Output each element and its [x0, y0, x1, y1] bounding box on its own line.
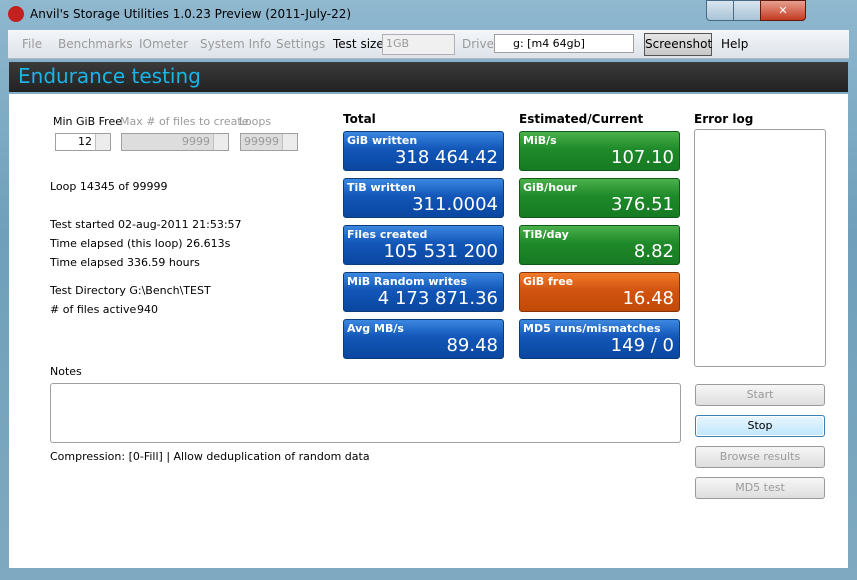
tile-value: 149 / 0 [610, 335, 674, 356]
start-button[interactable]: Start [695, 384, 825, 406]
stat-tile: GiB written 318 464.42 [343, 131, 504, 171]
menu-settings[interactable]: Settings [276, 37, 326, 51]
field-value: 12 [78, 135, 92, 148]
tile-label: GiB written [347, 134, 418, 147]
close-button[interactable]: ✕ [760, 0, 806, 21]
stat-tile: Files created 105 531 200 [343, 225, 504, 265]
notes-label: Notes [50, 365, 82, 378]
field-value: 99999 [244, 135, 279, 148]
tile-value: 8.82 [633, 241, 674, 262]
tile-label: TiB written [347, 181, 416, 194]
stat-tile: MiB/s 107.10 [519, 131, 680, 171]
max-files-input[interactable]: 9999 [121, 133, 229, 151]
tile-label: Files created [347, 228, 428, 241]
stat-tile: MD5 runs/mismatches 149 / 0 [519, 319, 680, 359]
md5-button[interactable]: MD5 test [695, 477, 825, 499]
app-icon [8, 6, 24, 22]
tile-label: GiB/hour [523, 181, 577, 194]
tile-label: GiB free [523, 275, 574, 288]
min-free-input[interactable]: 12 [55, 133, 111, 151]
stop-button[interactable]: Stop [695, 415, 825, 437]
menu-iometer[interactable]: IOmeter [139, 37, 189, 51]
stat-tile: TiB written 311.0004 [343, 178, 504, 218]
column-heading: Total [343, 112, 376, 126]
test-size-select[interactable]: 1GB [382, 34, 455, 55]
maximize-button[interactable] [733, 0, 761, 21]
tile-label: Avg MB/s [347, 322, 404, 335]
screenshot-button[interactable]: Screenshot [644, 33, 712, 56]
stat-tile: MiB Random writes 4 173 871.36 [343, 272, 504, 312]
menu-file[interactable]: File [22, 37, 43, 51]
minimize-button[interactable] [706, 0, 734, 21]
header-title: Endurance testing [18, 64, 201, 88]
browse-button[interactable]: Browse results [695, 446, 825, 468]
info-text: Test started 02-aug-2011 21:53:57 [50, 218, 242, 231]
error-log-heading: Error log [694, 112, 754, 126]
compression-text: Compression: [0-Fill] | Allow deduplicat… [50, 450, 370, 463]
tile-value: 4 173 871.36 [377, 288, 498, 309]
loops-input[interactable]: 99999 [240, 133, 298, 151]
field-label: Min GiB Free [53, 115, 122, 128]
tile-value: 318 464.42 [394, 147, 498, 168]
drive-select[interactable]: g: [m4 64gb] [494, 34, 634, 53]
menu-help[interactable]: Help [721, 37, 749, 51]
info-text: Time elapsed (this loop) 26.613s [50, 237, 231, 250]
tile-label: TiB/day [523, 228, 569, 241]
column-heading: Estimated/Current [519, 112, 644, 126]
tile-value: 107.10 [611, 147, 674, 168]
tile-value: 376.51 [611, 194, 674, 215]
notes-box[interactable] [50, 383, 681, 443]
header-bar [9, 62, 848, 92]
stat-tile: Avg MB/s 89.48 [343, 319, 504, 359]
drive-label: Drive [462, 37, 494, 51]
stat-tile: TiB/day 8.82 [519, 225, 680, 265]
field-label: Max # of files to create [120, 115, 249, 128]
stat-tile: GiB free 16.48 [519, 272, 680, 312]
error-log-box[interactable] [694, 129, 826, 367]
tile-value: 89.48 [446, 335, 498, 356]
tile-label: MiB Random writes [347, 275, 468, 288]
tile-value: 16.48 [622, 288, 674, 309]
tile-label: MD5 runs/mismatches [523, 322, 661, 335]
info-text: Test Directory G:\Bench\TEST [50, 284, 211, 297]
window-title: Anvil's Storage Utilities 1.0.23 Preview… [30, 7, 352, 21]
info-text: Time elapsed 336.59 hours [50, 256, 200, 269]
field-label: Loops [239, 115, 272, 128]
info-text: # of files active [50, 303, 137, 316]
stat-tile: GiB/hour 376.51 [519, 178, 680, 218]
tile-label: MiB/s [523, 134, 557, 147]
test-size-label: Test size [333, 37, 384, 51]
info-value: 940 [137, 303, 158, 316]
info-text: Loop 14345 of 99999 [50, 180, 168, 193]
field-value: 9999 [182, 135, 210, 148]
menu-system-info[interactable]: System Info [200, 37, 272, 51]
menu-benchmarks[interactable]: Benchmarks [58, 37, 133, 51]
tile-value: 105 531 200 [383, 241, 498, 262]
tile-value: 311.0004 [412, 194, 498, 215]
